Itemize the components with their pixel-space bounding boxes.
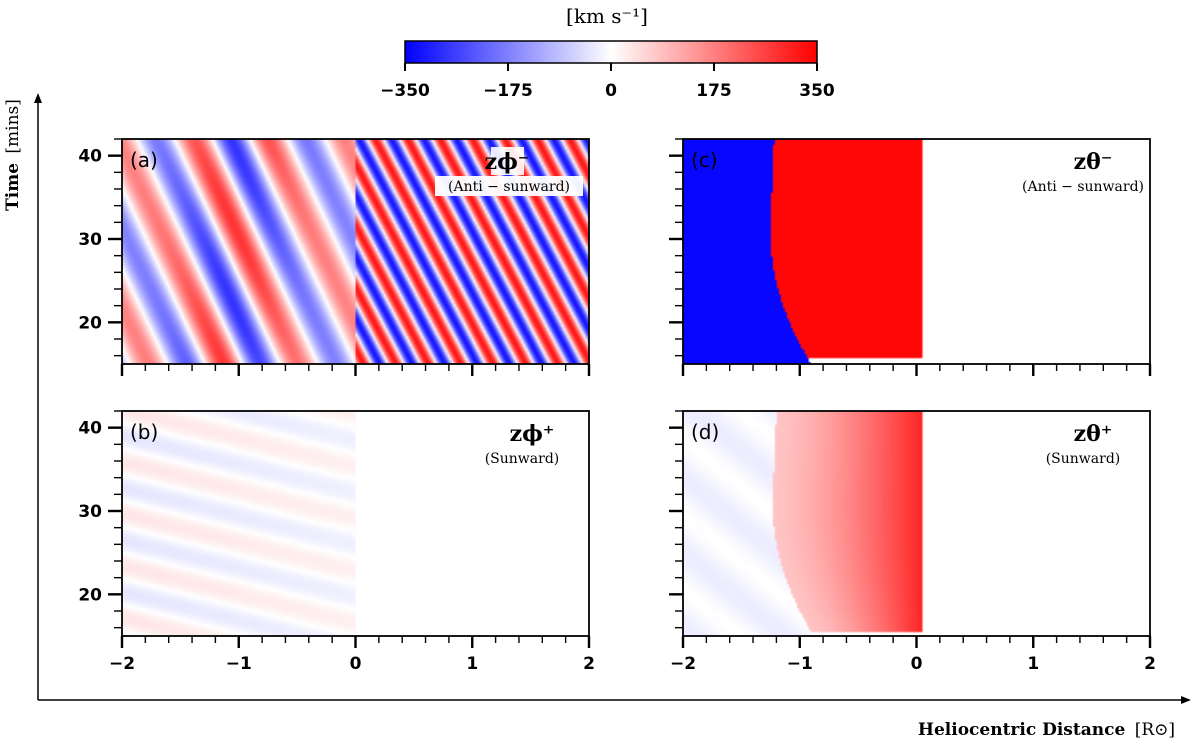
- panel-subtitle: (Anti − sunward): [448, 179, 570, 195]
- figure-x-axis-arrow: [1181, 696, 1191, 704]
- y-tick-label: 20: [78, 313, 102, 333]
- colorbar-tick-label: −175: [483, 81, 533, 101]
- panel-title: zϕ⁻: [485, 149, 530, 175]
- x-tick-label: −1: [226, 654, 252, 674]
- panel-b: −2 −1 0 1 2 20 30 40 (b) zϕ⁺ (Sunward): [78, 410, 595, 674]
- panel-letter: (d): [691, 420, 719, 444]
- title-background: [491, 147, 524, 175]
- y-tick-label: 40: [78, 147, 102, 167]
- colorbar-ticks: −350 −175 0 175 350: [380, 63, 835, 101]
- x-tick-label: −2: [670, 654, 696, 674]
- x-tick-label: −2: [109, 654, 135, 674]
- x-tick-label: 2: [583, 654, 595, 674]
- panel-letter: (c): [691, 148, 718, 172]
- panel-title: zθ⁺: [1074, 421, 1113, 447]
- panel-title: zθ⁻: [1074, 149, 1113, 175]
- y-tick-label: 40: [78, 419, 102, 439]
- panel-title: zϕ⁺: [510, 421, 555, 447]
- figure-axes: Time [mins] Heliocentric Distance [R⊙]: [3, 93, 1191, 740]
- heatmap-image: [683, 139, 1150, 364]
- heatmap-image: [122, 411, 589, 636]
- y-tick-label: 30: [78, 502, 102, 522]
- figure-y-axis-arrow: [34, 93, 42, 103]
- x-tick-label: 1: [466, 654, 478, 674]
- panel-subtitle: (Sunward): [1046, 451, 1121, 467]
- panel-letter: (a): [130, 148, 158, 172]
- panel-a: 20 30 40 (a) zϕ⁻ (Anti − sunward): [78, 138, 591, 376]
- y-tick-label: 20: [78, 585, 102, 605]
- colorbar-tick-label: 0: [605, 81, 617, 101]
- colorbar-gradient: [404, 40, 818, 64]
- panel-c: (c) zθ⁻ (Anti − sunward): [669, 138, 1152, 376]
- x-tick-label: 1: [1027, 654, 1039, 674]
- x-tick-label: 0: [350, 654, 362, 674]
- subtitle-background: [435, 176, 583, 196]
- panel-d: −2 −1 0 1 2 (d) zθ⁺ (Sunward): [669, 410, 1156, 674]
- colorbar-tick-label: 175: [696, 81, 732, 101]
- panel-letter: (b): [130, 420, 158, 444]
- colorbar-unit-label: [km s⁻¹]: [566, 4, 648, 28]
- colorbar-tick-label: 350: [799, 81, 835, 101]
- colorbar: [km s⁻¹] −350 −175 0 175 350: [380, 4, 835, 101]
- x-tick-label: 0: [911, 654, 923, 674]
- y-tick-label: 30: [78, 230, 102, 250]
- y-axis-title: Time [mins]: [3, 99, 23, 211]
- x-tick-label: −1: [787, 654, 813, 674]
- panel-subtitle: (Anti − sunward): [1022, 179, 1144, 195]
- x-tick-label: 2: [1144, 654, 1156, 674]
- x-axis-title: Heliocentric Distance [R⊙]: [918, 720, 1175, 740]
- heatmap-image: [683, 411, 1150, 636]
- colorbar-tick-label: −350: [380, 81, 430, 101]
- panel-subtitle: (Sunward): [485, 451, 560, 467]
